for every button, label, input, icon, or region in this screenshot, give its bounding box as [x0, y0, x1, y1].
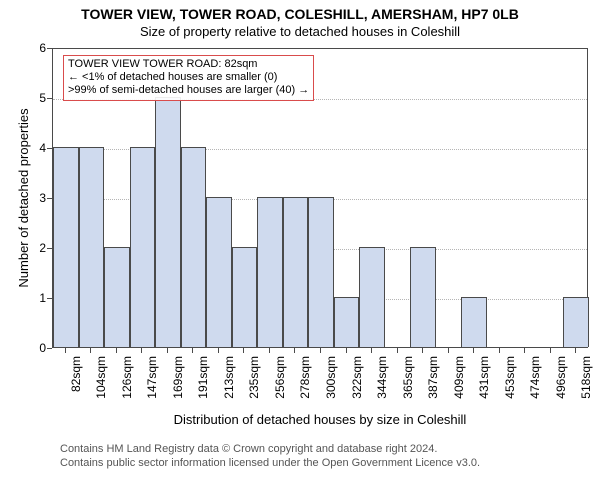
- bar: [53, 147, 79, 347]
- y-tick-label: 2: [28, 241, 46, 255]
- x-tick-label: 256sqm: [273, 356, 287, 416]
- bar: [206, 197, 232, 347]
- bar: [181, 147, 207, 347]
- bar: [283, 197, 309, 347]
- bar: [104, 247, 130, 347]
- bar: [461, 297, 487, 347]
- x-tick-mark: [269, 348, 270, 353]
- x-tick-mark: [371, 348, 372, 353]
- x-tick-mark: [65, 348, 66, 353]
- bar: [79, 147, 105, 347]
- x-tick-mark: [218, 348, 219, 353]
- x-tick-mark: [116, 348, 117, 353]
- annotation-line3: >99% of semi-detached houses are larger …: [68, 84, 309, 97]
- footer-line1: Contains HM Land Registry data © Crown c…: [60, 442, 480, 456]
- x-tick-mark: [397, 348, 398, 353]
- x-tick-label: 474sqm: [528, 356, 542, 416]
- bar: [334, 297, 360, 347]
- x-tick-label: 278sqm: [298, 356, 312, 416]
- y-tick-label: 5: [28, 91, 46, 105]
- bar: [257, 197, 283, 347]
- x-tick-mark: [422, 348, 423, 353]
- x-tick-label: 518sqm: [579, 356, 593, 416]
- y-tick-mark: [47, 48, 52, 49]
- y-tick-mark: [47, 248, 52, 249]
- x-tick-mark: [499, 348, 500, 353]
- x-tick-label: 365sqm: [401, 356, 415, 416]
- y-tick-mark: [47, 348, 52, 349]
- footer-line2: Contains public sector information licen…: [60, 456, 480, 470]
- x-tick-label: 82sqm: [69, 356, 83, 416]
- x-tick-label: 191sqm: [196, 356, 210, 416]
- x-tick-mark: [243, 348, 244, 353]
- bar: [359, 247, 385, 347]
- y-tick-label: 6: [28, 41, 46, 55]
- bar: [563, 297, 589, 347]
- y-tick-label: 4: [28, 141, 46, 155]
- x-tick-mark: [473, 348, 474, 353]
- x-tick-mark: [294, 348, 295, 353]
- y-tick-mark: [47, 198, 52, 199]
- x-tick-label: 453sqm: [503, 356, 517, 416]
- bar: [308, 197, 334, 347]
- x-tick-label: 431sqm: [477, 356, 491, 416]
- x-tick-mark: [192, 348, 193, 353]
- x-tick-mark: [167, 348, 168, 353]
- x-tick-mark: [550, 348, 551, 353]
- x-tick-mark: [575, 348, 576, 353]
- x-tick-label: 213sqm: [222, 356, 236, 416]
- x-tick-mark: [141, 348, 142, 353]
- bar: [232, 247, 258, 347]
- y-tick-mark: [47, 98, 52, 99]
- y-tick-mark: [47, 148, 52, 149]
- x-tick-label: 300sqm: [324, 356, 338, 416]
- bar: [155, 97, 181, 347]
- x-tick-mark: [90, 348, 91, 353]
- x-tick-mark: [448, 348, 449, 353]
- annotation-line1: TOWER VIEW TOWER ROAD: 82sqm: [68, 58, 309, 71]
- y-tick-label: 3: [28, 191, 46, 205]
- x-tick-label: 496sqm: [554, 356, 568, 416]
- annotation-box: TOWER VIEW TOWER ROAD: 82sqm ← <1% of de…: [63, 55, 314, 101]
- annotation-line2: ← <1% of detached houses are smaller (0): [68, 71, 309, 84]
- x-tick-label: 409sqm: [452, 356, 466, 416]
- bar: [130, 147, 156, 347]
- x-tick-label: 322sqm: [350, 356, 364, 416]
- x-tick-label: 169sqm: [171, 356, 185, 416]
- x-tick-mark: [524, 348, 525, 353]
- plot-region: TOWER VIEW TOWER ROAD: 82sqm ← <1% of de…: [52, 48, 588, 348]
- footer-attribution: Contains HM Land Registry data © Crown c…: [60, 442, 480, 471]
- x-tick-label: 147sqm: [145, 356, 159, 416]
- y-tick-label: 1: [28, 291, 46, 305]
- x-tick-label: 344sqm: [375, 356, 389, 416]
- x-tick-label: 126sqm: [120, 356, 134, 416]
- bar: [410, 247, 436, 347]
- x-tick-label: 104sqm: [94, 356, 108, 416]
- x-tick-label: 235sqm: [247, 356, 261, 416]
- chart-area: TOWER VIEW TOWER ROAD: 82sqm ← <1% of de…: [0, 0, 600, 500]
- y-tick-mark: [47, 298, 52, 299]
- x-tick-mark: [320, 348, 321, 353]
- y-tick-label: 0: [28, 341, 46, 355]
- x-tick-label: 387sqm: [426, 356, 440, 416]
- x-tick-mark: [346, 348, 347, 353]
